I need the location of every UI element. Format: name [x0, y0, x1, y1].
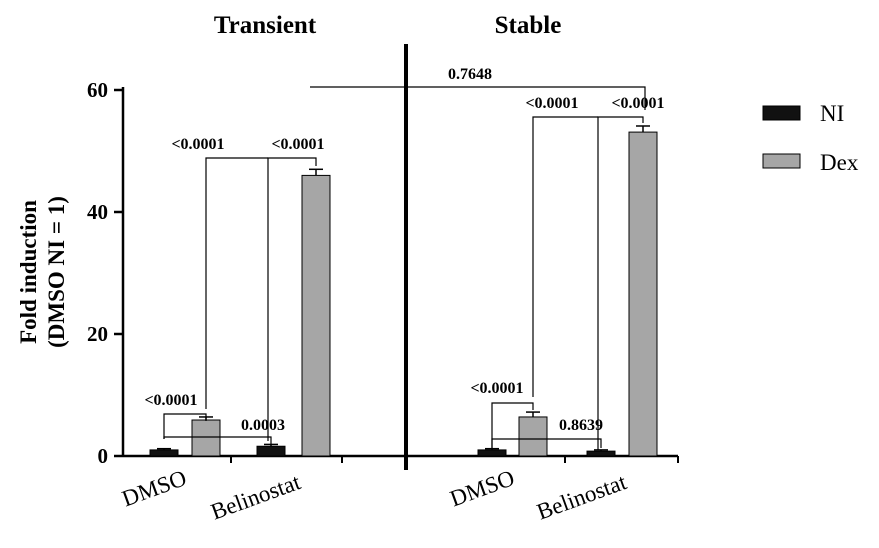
bars — [149, 125, 658, 457]
pvalue-label: <0.0001 — [144, 392, 197, 409]
category-label: DMSO — [119, 465, 190, 511]
bar-ni — [586, 450, 616, 457]
y-tick-label: 60 — [87, 78, 108, 102]
bracket-stable-dmso-ni-dex — [491, 402, 534, 449]
bracket-transient-vs-stable — [310, 86, 646, 110]
y-ticks: 0 20 40 60 — [87, 78, 123, 468]
bracket-transient-dmso-ni-dex — [163, 413, 207, 439]
bar-ni — [256, 445, 286, 457]
legend: NI Dex — [762, 101, 859, 175]
pvalue-label: <0.0001 — [271, 136, 324, 153]
panel-title-transient: Transient — [214, 12, 317, 39]
pvalue-label: <0.0001 — [171, 136, 224, 153]
bracket-stable-dex-dmso-belinostat — [532, 116, 598, 397]
legend-swatch-ni — [762, 105, 801, 121]
bar-dex — [301, 174, 331, 457]
category-label: Belinostat — [534, 469, 631, 525]
legend-swatch-dex — [762, 153, 801, 169]
bar-dex — [518, 416, 548, 457]
y-tick-label: 20 — [87, 322, 108, 346]
bracket-transient-dex-dmso-belinostat — [205, 157, 268, 409]
bracket-stable-dex-ni-belinostat — [597, 116, 644, 450]
bracket-stable-ni-dmso-belinostat — [491, 438, 602, 449]
category-label: DMSO — [447, 465, 518, 511]
y-tick-label: 0 — [98, 444, 109, 468]
pvalue-label: 0.8639 — [559, 417, 603, 434]
significance-brackets — [163, 86, 646, 450]
legend-label-dex: Dex — [820, 150, 859, 175]
bar-ni — [149, 449, 179, 457]
bracket-transient-dex-ni-belinostat — [267, 157, 317, 441]
y-axis-label-line2: (DMSO NI = 1) — [44, 196, 69, 348]
pvalue-label: <0.0001 — [611, 95, 664, 112]
bracket-transient-ni-dmso-belinostat — [163, 436, 272, 444]
y-tick-label: 40 — [87, 200, 108, 224]
bar-dex — [628, 131, 658, 457]
legend-label-ni: NI — [820, 101, 844, 126]
bar-dex — [191, 419, 221, 457]
pvalue-label: 0.7648 — [448, 66, 492, 83]
y-axis-label: Fold induction (DMSO NI = 1) — [16, 196, 69, 348]
category-label: Belinostat — [208, 469, 305, 525]
panel-title-stable: Stable — [495, 12, 562, 39]
y-axis-label-line1: Fold induction — [16, 200, 41, 344]
bar-ni — [477, 449, 507, 457]
pvalue-label: 0.0003 — [241, 417, 285, 434]
pvalue-label: <0.0001 — [470, 380, 523, 397]
pvalue-label: <0.0001 — [525, 95, 578, 112]
